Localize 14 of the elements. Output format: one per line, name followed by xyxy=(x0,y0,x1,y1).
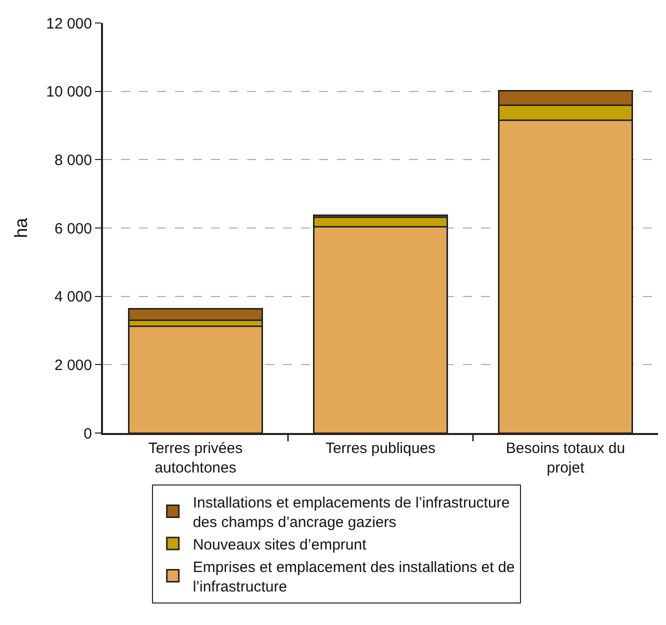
legend-label: Emprises et emplacement des installations et de l’infrastructure xyxy=(192,558,515,596)
legend-label: Nouveaux sites d’emprunt xyxy=(192,536,368,554)
y-tick-label: 12 000 xyxy=(46,15,92,32)
x-tick-label: Terres publiques xyxy=(325,440,436,457)
y-tick-label: 8 000 xyxy=(54,152,92,169)
y-axis-title: ha xyxy=(10,217,31,238)
y-tick-label: 10 000 xyxy=(46,84,92,101)
x-tick-label: Besoins totaux du projet xyxy=(506,440,626,476)
y-tick-label: 0 xyxy=(84,425,92,442)
y-tick-label: 2 000 xyxy=(54,356,92,374)
x-tick-label: Terres privées autochtones xyxy=(148,440,243,476)
legend-label: Installations et emplacements de l’infrastructure des champs d’ancrage gaziers xyxy=(192,494,510,531)
y-tick-label: 4 000 xyxy=(54,288,92,306)
y-tick-label: 6 000 xyxy=(54,220,92,238)
